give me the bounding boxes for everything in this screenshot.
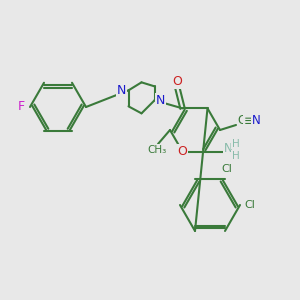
Text: O: O xyxy=(178,145,188,158)
Text: Cl: Cl xyxy=(244,200,255,210)
Text: N: N xyxy=(156,94,165,107)
Text: N: N xyxy=(224,142,233,155)
Text: C: C xyxy=(238,115,246,128)
Text: H: H xyxy=(232,139,239,149)
Text: O: O xyxy=(172,75,182,88)
Text: F: F xyxy=(17,100,25,113)
Text: N: N xyxy=(117,84,126,97)
Text: N: N xyxy=(252,115,260,128)
Text: ≡: ≡ xyxy=(244,115,254,128)
Text: CH₃: CH₃ xyxy=(147,145,167,155)
Text: H: H xyxy=(232,151,239,161)
Text: Cl: Cl xyxy=(222,164,232,174)
